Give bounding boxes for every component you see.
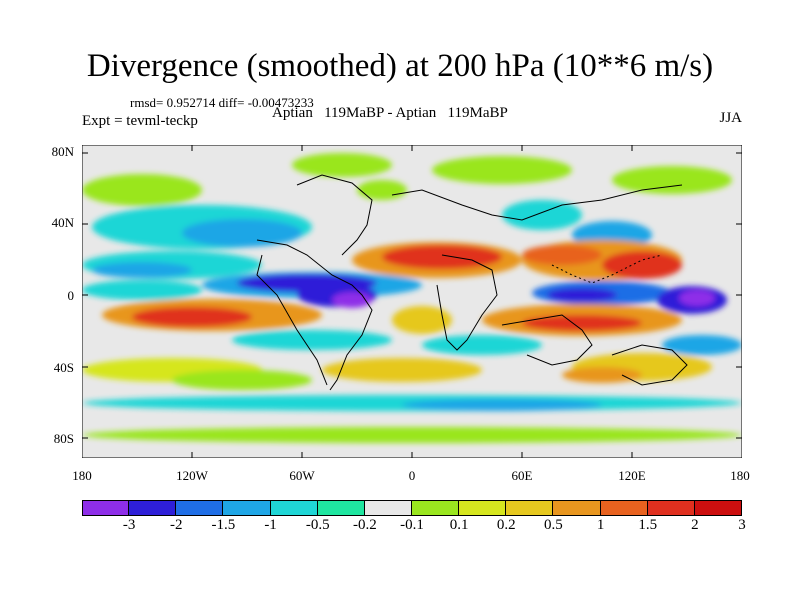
colorbar-swatch (129, 500, 177, 516)
lon-label-60e: 60E (511, 468, 533, 483)
lon-label-60w: 60W (289, 468, 315, 483)
colorbar-label: 1 (596, 517, 605, 533)
colorbar-swatch (176, 500, 224, 516)
colorbar-swatch (317, 500, 365, 516)
lat-label-equator: 0 (67, 288, 75, 303)
colorbar-swatch (82, 500, 130, 516)
india-antarctica-block (501, 314, 593, 366)
colorbar-label: 1.5 (638, 517, 658, 533)
colorbar-label: 0.1 (449, 517, 469, 533)
colorbar-label: -0.5 (305, 517, 330, 533)
colorbar-label: -1.5 (211, 517, 236, 533)
colorbar-label: 0.5 (544, 517, 563, 533)
colorbar-swatch (647, 500, 695, 516)
south-america-coast (256, 239, 373, 391)
lon-label-180w: 180 (72, 468, 92, 483)
colorbar-swatch (506, 500, 554, 516)
lat-label-40s: 40S (53, 360, 74, 375)
lon-label-0: 0 (408, 468, 416, 483)
plot-title: Divergence (smoothed) at 200 hPa (10**6 … (86, 48, 714, 84)
colorbar (82, 500, 742, 516)
colorbar-label: 0.2 (496, 517, 516, 533)
colorbar-swatch (270, 500, 318, 516)
season-label: JJA (719, 110, 742, 126)
comparison-label: Aptian 119MaBP - Aptian 119MaBP (272, 105, 508, 121)
colorbar-label: 2 (691, 517, 699, 533)
australia-coast (611, 344, 688, 386)
axis-ticks (82, 145, 742, 458)
lon-label-120w: 120W (176, 468, 208, 483)
colorbar-swatch (364, 500, 412, 516)
colorbar-swatch (223, 500, 271, 516)
colorbar-swatch (459, 500, 507, 516)
lat-label-80n: 80N (51, 144, 74, 159)
colorbar-swatch (412, 500, 460, 516)
lat-label-40n: 40N (51, 215, 74, 230)
stats-text: rmsd= 0.952714 diff= -0.00473233 (130, 95, 314, 110)
colorbar-label: -2 (170, 517, 183, 533)
eurasia-coast (391, 184, 683, 221)
colorbar-swatch (553, 500, 601, 516)
colorbar-label: -1 (264, 517, 277, 533)
colorbar-swatch (694, 500, 742, 516)
colorbar-swatch (600, 500, 648, 516)
experiment-label: Expt = tevml-teckp (82, 113, 198, 129)
south-america-west-coast (256, 254, 328, 386)
coastlines (256, 174, 688, 391)
colorbar-label: 3 (738, 517, 746, 533)
colorbar-label: -0.2 (352, 517, 377, 533)
africa-coast (436, 254, 498, 351)
divergence-field (82, 153, 742, 443)
lon-label-120e: 120E (618, 468, 646, 483)
lon-label-180e: 180 (730, 468, 750, 483)
divergence-map (82, 145, 742, 458)
north-america-coast (296, 174, 373, 256)
colorbar-label: -3 (122, 517, 136, 533)
lat-label-80s: 80S (53, 431, 74, 446)
colorbar-label: -0.1 (400, 517, 424, 533)
